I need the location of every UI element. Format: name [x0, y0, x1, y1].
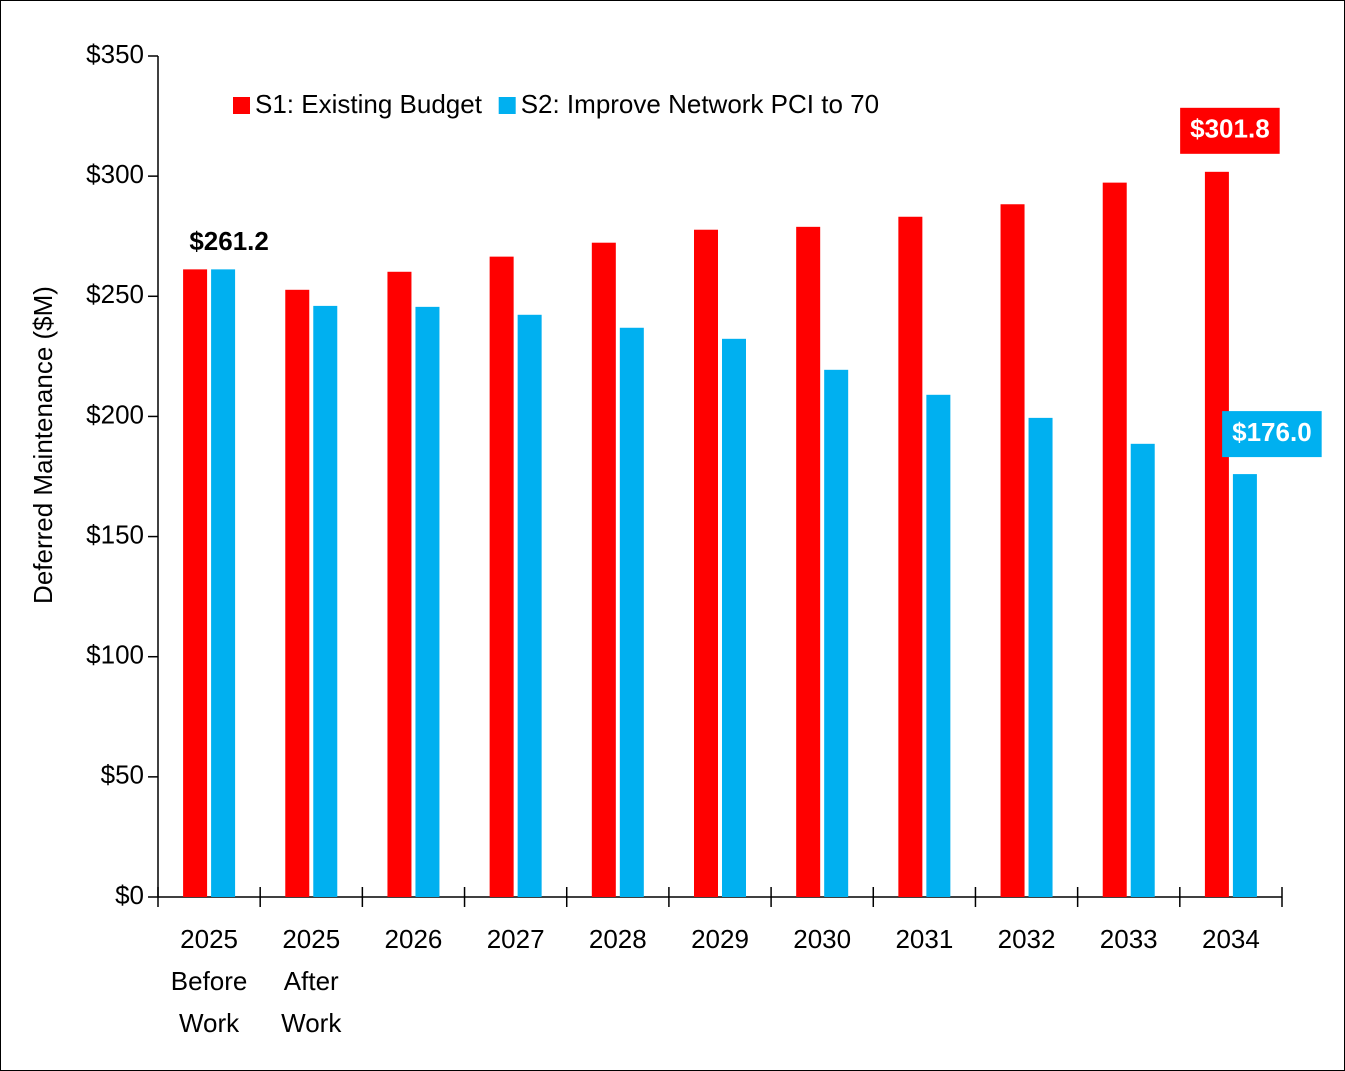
x-tick-label: 2029 — [691, 924, 749, 954]
bar — [1232, 474, 1257, 897]
data-label: $261.2 — [189, 226, 269, 256]
data-label-box — [1222, 411, 1322, 458]
y-tick-label: $0 — [115, 880, 144, 910]
bar — [926, 394, 951, 897]
y-tick-label: $200 — [86, 399, 144, 429]
bar — [898, 216, 923, 897]
x-tick-label: Work — [281, 1008, 342, 1038]
x-tick-label: 2032 — [998, 924, 1056, 954]
legend-label: S2: Improve Network PCI to 70 — [521, 89, 879, 119]
y-tick-label: $250 — [86, 279, 144, 309]
legend-label: S1: Existing Budget — [255, 89, 483, 119]
x-tick-label: 2028 — [589, 924, 647, 954]
bar — [1204, 171, 1229, 897]
bar — [285, 289, 310, 898]
bar — [387, 271, 412, 897]
y-tick-label: $150 — [86, 519, 144, 549]
x-tick-label: 2027 — [487, 924, 545, 954]
bar — [619, 327, 644, 897]
data-label-box — [1180, 107, 1280, 154]
bar — [313, 305, 338, 897]
bar — [824, 369, 849, 898]
x-tick-label: 2034 — [1202, 924, 1260, 954]
bar — [1028, 417, 1053, 897]
y-tick-label: $100 — [86, 640, 144, 670]
bar — [591, 242, 616, 897]
bar — [517, 314, 542, 897]
bar — [1130, 443, 1155, 897]
data-label: $176.0 — [1232, 417, 1312, 447]
bar — [415, 306, 440, 897]
data-label: $301.8 — [1190, 114, 1270, 144]
bar — [1102, 182, 1127, 898]
x-tick-label: 2026 — [385, 924, 443, 954]
bar — [489, 256, 514, 898]
y-tick-label: $300 — [86, 159, 144, 189]
legend-swatch — [498, 97, 516, 114]
bar — [722, 338, 746, 897]
x-tick-label: 2033 — [1100, 924, 1158, 954]
x-tick-label: 2030 — [793, 924, 851, 954]
y-axis-label: Deferred Maintenance ($M) — [28, 286, 58, 604]
bar — [796, 226, 821, 897]
x-tick-label: Before — [171, 966, 248, 996]
bar — [211, 269, 236, 897]
x-tick-label: 2031 — [895, 924, 953, 954]
legend-swatch — [233, 97, 250, 114]
bar — [1000, 204, 1025, 897]
bar — [694, 229, 718, 898]
y-tick-label: $350 — [86, 39, 144, 69]
x-tick-label: After — [284, 966, 339, 996]
x-tick-label: Work — [179, 1008, 240, 1038]
y-tick-label: $50 — [101, 760, 144, 790]
x-tick-label: 2025 — [180, 924, 238, 954]
x-tick-label: 2025 — [282, 924, 340, 954]
bar — [183, 269, 208, 897]
